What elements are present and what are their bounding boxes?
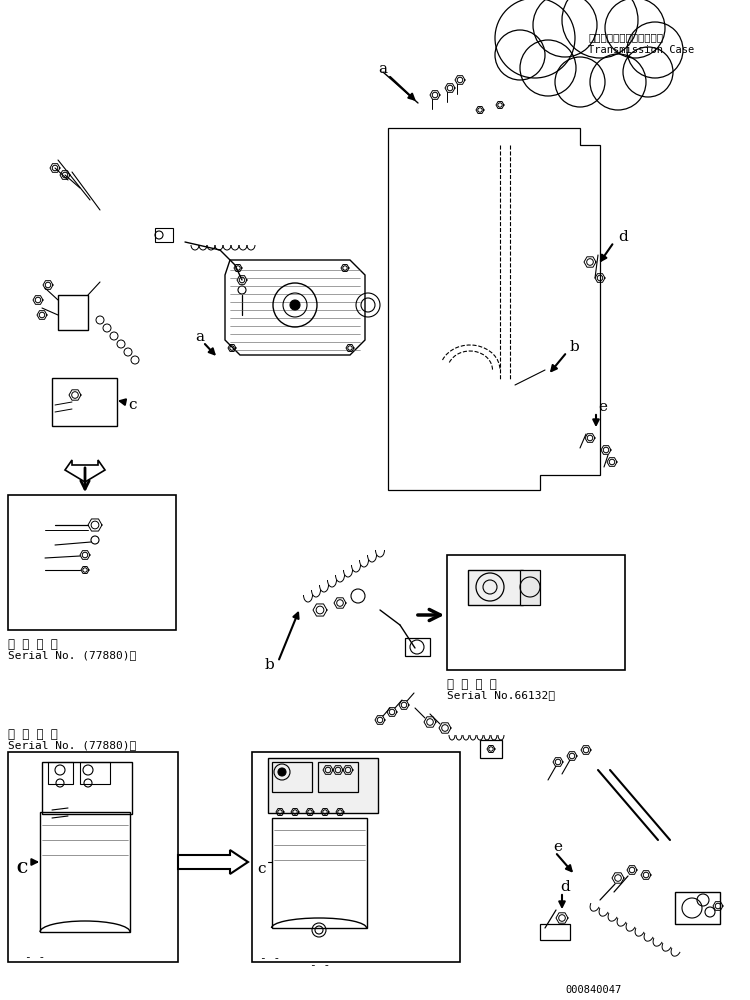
Polygon shape xyxy=(65,460,105,482)
Text: d: d xyxy=(618,230,628,244)
Bar xyxy=(268,758,378,813)
Text: 適 用 号 機: 適 用 号 機 xyxy=(8,728,58,741)
Text: b: b xyxy=(570,340,580,354)
Bar xyxy=(447,555,625,670)
Bar xyxy=(42,762,132,814)
Text: 適 用 号 機: 適 用 号 機 xyxy=(8,638,58,651)
Bar xyxy=(318,762,358,792)
Text: 000840047: 000840047 xyxy=(565,985,621,995)
Text: e: e xyxy=(598,400,607,414)
Bar xyxy=(40,812,130,932)
Text: c: c xyxy=(128,398,136,412)
Bar xyxy=(272,818,367,928)
Bar xyxy=(8,752,178,962)
Text: - -: - - xyxy=(260,953,280,963)
Text: C: C xyxy=(16,862,28,876)
Text: Transmission Case: Transmission Case xyxy=(588,45,694,55)
Text: e: e xyxy=(553,840,562,854)
Bar xyxy=(272,762,312,792)
Bar xyxy=(58,295,88,330)
Text: トランスミッションケース: トランスミッションケース xyxy=(588,32,663,42)
Text: - -: - - xyxy=(310,960,330,970)
Bar xyxy=(8,495,176,630)
Bar xyxy=(520,570,540,605)
Text: a: a xyxy=(196,330,205,344)
Bar xyxy=(480,740,502,758)
Bar xyxy=(675,892,720,924)
Text: d: d xyxy=(560,880,570,894)
Text: 適 用 号 機: 適 用 号 機 xyxy=(447,678,497,691)
Text: - -: - - xyxy=(25,952,45,962)
Bar xyxy=(540,924,570,940)
Text: c: c xyxy=(258,862,266,876)
Text: a: a xyxy=(379,62,388,76)
Polygon shape xyxy=(178,850,248,874)
Bar xyxy=(468,570,523,605)
Circle shape xyxy=(278,768,286,776)
Text: Serial No. (77880)～: Serial No. (77880)～ xyxy=(8,740,136,750)
Bar xyxy=(80,762,110,784)
Text: Serial No. (77880)～: Serial No. (77880)～ xyxy=(8,650,136,660)
Bar xyxy=(252,752,460,962)
Bar xyxy=(48,762,73,784)
Text: Serial No.66132～: Serial No.66132～ xyxy=(447,690,555,700)
Bar xyxy=(405,638,430,656)
Bar xyxy=(155,228,173,242)
Text: b: b xyxy=(265,658,274,672)
Bar xyxy=(52,378,117,426)
Circle shape xyxy=(290,300,300,310)
